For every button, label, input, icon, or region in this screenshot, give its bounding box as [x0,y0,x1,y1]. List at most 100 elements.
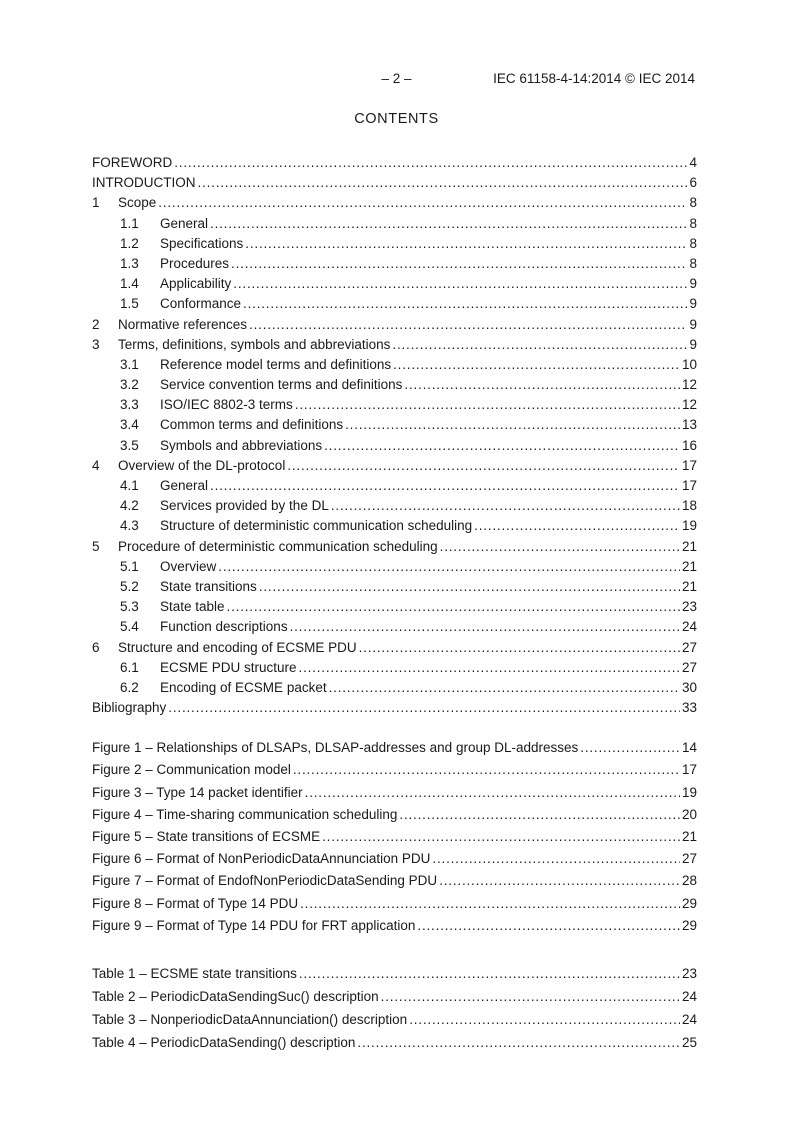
toc-entry-number: 1.1 [120,215,139,231]
toc-entry[interactable]: 3.3 ISO/IEC 8802-3 terms 12 [92,395,697,415]
table-entry-page: 25 [681,1034,697,1050]
figure-entry[interactable]: Figure 1 – Relationships of DLSAPs, DLSA… [92,737,697,759]
toc-entry[interactable]: 1 Scope 8 [92,193,697,213]
toc-entry-page: 9 [689,336,697,352]
toc-entry-page: 27 [681,639,697,655]
dot-leader [198,173,688,193]
toc-entry-page: 18 [681,498,697,514]
toc-entry-title: Overview of the DL-protocol [118,457,286,473]
toc-entry[interactable]: Bibliography 33 [92,698,697,718]
toc-entry[interactable]: 5.2 State transitions 21 [92,577,697,597]
toc-entry-page: 9 [689,276,697,292]
toc-entry[interactable]: 5.1 Overview 21 [92,557,697,577]
toc-entry-number: 1.2 [120,235,139,251]
toc-entry-page: 21 [681,558,697,574]
toc-entry-number: 3.1 [120,356,139,372]
toc-entry-page: 8 [689,195,697,211]
dot-leader [249,315,687,335]
toc-entry-page: 19 [681,518,697,534]
toc-main-list: FOREWORD 4 INTRODUCTION 6 1 Scope 8 [92,153,697,718]
figure-entry[interactable]: Figure 8 – Format of Type 14 PDU 29 [92,893,697,915]
toc-entry-title: Function descriptions [160,619,288,635]
toc-entry[interactable]: 1.4 Applicability 9 [92,274,697,294]
toc-entry-number: 1.3 [120,255,139,271]
figure-entry-title: Figure 5 – State transitions of ECSME [92,829,321,844]
toc-entry-page: 8 [689,215,697,231]
table-entry[interactable]: Table 2 – PeriodicDataSendingSuc() descr… [92,985,697,1008]
toc-entry[interactable]: 5.4 Function descriptions 24 [92,617,697,637]
dot-leader [392,335,687,355]
toc-entry-number: 4.1 [120,478,139,493]
dot-leader [440,537,680,557]
toc-entry-title: General [160,478,209,493]
toc-entry[interactable]: 1.1 General 8 [92,214,697,234]
table-entry-page: 24 [681,988,697,1004]
dot-leader [174,153,687,173]
toc-entry-title: Conformance [160,296,242,312]
dot-leader [305,782,680,804]
toc-entry[interactable]: 6 Structure and encoding of ECSME PDU 27 [92,638,697,658]
dot-leader [439,870,680,892]
toc-entry-number: 5.1 [120,558,139,574]
toc-entry[interactable]: 3.1 Reference model terms and definition… [92,355,697,375]
toc-entry[interactable]: 1.2 Specifications 8 [92,234,697,254]
table-entry[interactable]: Table 1 – ECSME state transitions 23 [92,962,697,985]
toc-entry-page: 10 [681,356,697,372]
toc-entry[interactable]: 3.4 Common terms and definitions 13 [92,415,697,435]
toc-entry[interactable]: 4 Overview of the DL-protocol 17 [92,456,697,476]
toc-entry-number: 6 [92,639,100,655]
toc-entry-title: Reference model terms and definitions [160,356,392,372]
toc-entry-title: INTRODUCTION [92,175,196,191]
toc-entry-page: 6 [689,175,697,191]
toc-entry[interactable]: 4.3 Structure of deterministic communica… [92,516,697,536]
toc-entry[interactable]: 3 Terms, definitions, symbols and abbrev… [92,335,697,355]
dot-leader [359,638,680,658]
toc-entry-page: 21 [681,578,697,594]
figure-entry-page: 28 [681,873,697,889]
toc-entry[interactable]: 1.3 Procedures 8 [92,254,697,274]
toc-entry[interactable]: 5 Procedure of deterministic communicati… [92,537,697,557]
toc-entry-title: Terms, definitions, symbols and abbrevia… [118,336,391,352]
table-entry-title: Table 2 – PeriodicDataSendingSuc() descr… [92,988,379,1004]
dot-leader [210,214,687,234]
toc-entry[interactable]: 6.2 Encoding of ECSME packet 30 [92,678,697,698]
dot-leader [393,355,680,375]
toc-entry[interactable]: 2 Normative references 9 [92,315,697,335]
toc-entry[interactable]: 3.2 Service convention terms and definit… [92,375,697,395]
header-page-number: – 2 – [381,71,412,86]
toc-entry-title: State transitions [160,578,257,594]
toc-entry-title: ECSME PDU structure [160,659,297,675]
toc-entry-number: 4.3 [120,518,139,534]
toc-entry[interactable]: 6.1 ECSME PDU structure 27 [92,658,697,678]
figure-entry[interactable]: Figure 7 – Format of EndofNonPeriodicDat… [92,870,697,892]
table-entry[interactable]: Table 4 – PeriodicDataSending() descript… [92,1031,697,1054]
figure-entry[interactable]: Figure 5 – State transitions of ECSME 21 [92,826,697,848]
table-entry[interactable]: Table 3 – NonperiodicDataAnnunciation() … [92,1008,697,1031]
toc-entry-title: Normative references [118,316,248,332]
dot-leader [331,496,680,516]
figure-entry[interactable]: Figure 4 – Time-sharing communication sc… [92,804,697,826]
toc-entry-number: 5 [92,538,100,554]
toc-entry[interactable]: 1.5 Conformance 9 [92,294,697,314]
toc-entry[interactable]: 4.2 Services provided by the DL 18 [92,496,697,516]
contents-title: CONTENTS [354,111,439,127]
figure-entry[interactable]: Figure 3 – Type 14 packet identifier 19 [92,782,697,804]
figure-entry[interactable]: Figure 9 – Format of Type 14 PDU for FRT… [92,915,697,937]
figure-entry[interactable]: Figure 6 – Format of NonPeriodicDataAnnu… [92,848,697,870]
toc-entry[interactable]: FOREWORD 4 [92,153,697,173]
dot-leader [259,577,680,597]
dot-leader [399,804,680,826]
toc-entry[interactable]: 3.5 Symbols and abbreviations 16 [92,436,697,456]
toc-entry-number: 5.2 [120,578,139,594]
figure-entry[interactable]: Figure 2 – Communication model 17 [92,759,697,781]
dot-leader [381,985,680,1008]
toc-entry[interactable]: 5.3 State table 23 [92,597,697,617]
dot-leader [231,254,687,274]
toc-entry-page: 12 [681,377,697,393]
toc-entry-number: 6.1 [120,659,139,675]
toc-entry[interactable]: 4.1 General 17 [92,476,697,496]
toc-entry[interactable]: INTRODUCTION 6 [92,173,697,193]
figure-entry-page: 20 [681,806,697,822]
dot-leader [290,617,680,637]
toc-entry-number: 1.4 [120,276,139,292]
